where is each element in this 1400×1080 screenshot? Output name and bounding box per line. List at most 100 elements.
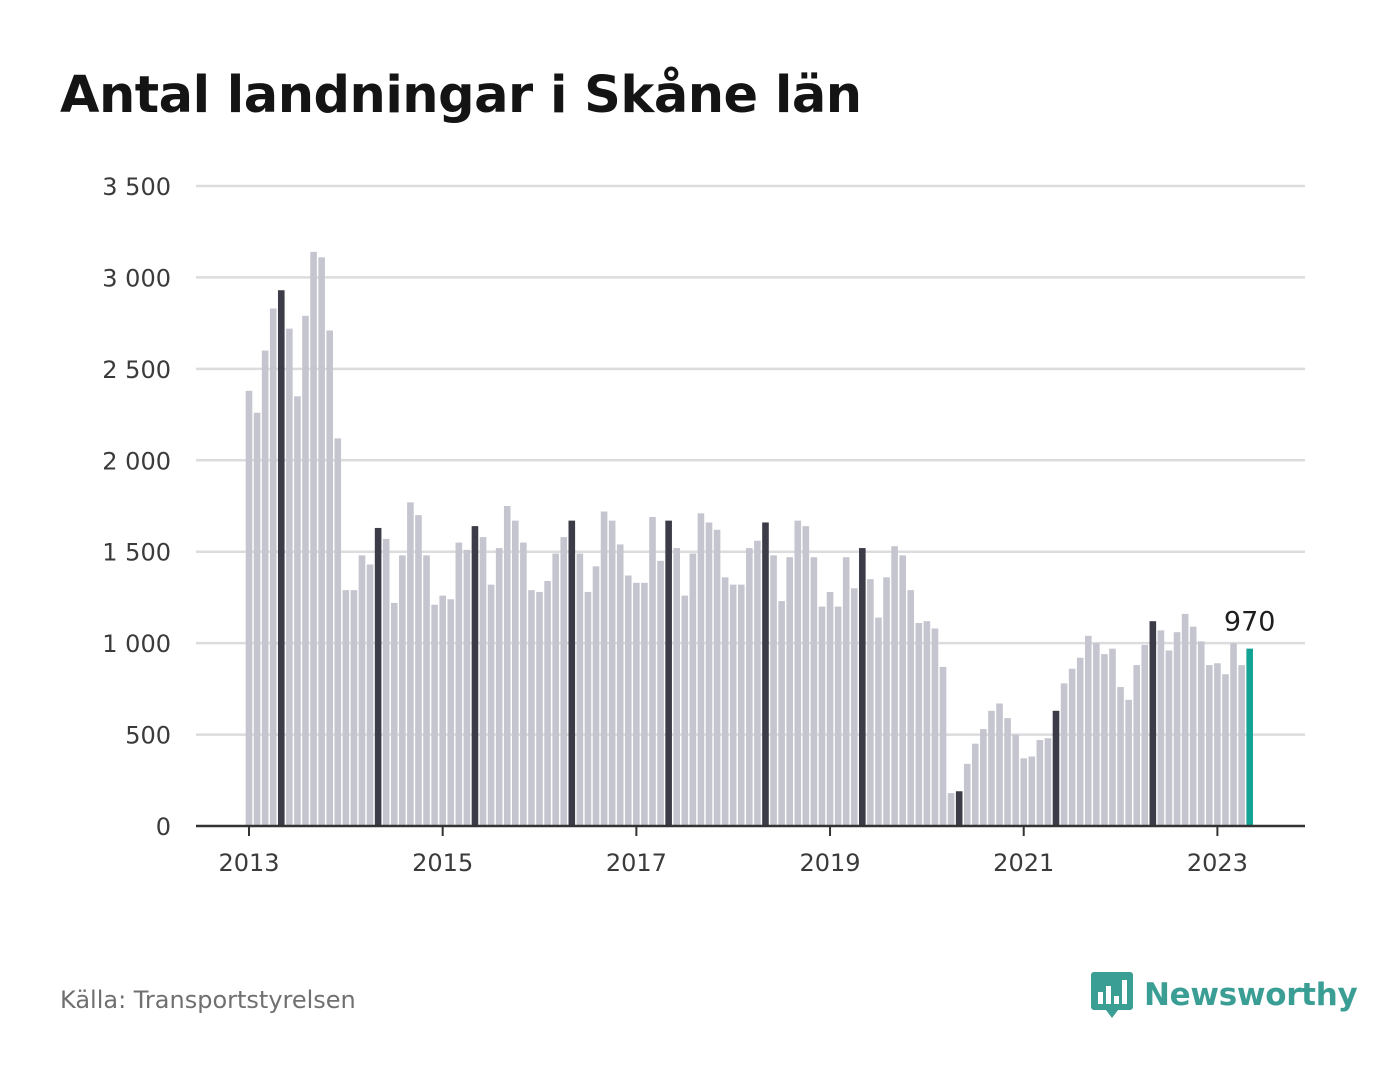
bar [536, 591, 543, 826]
y-tick-label: 0 [156, 813, 171, 841]
bar [786, 557, 793, 826]
bar [568, 520, 576, 826]
bar [1036, 740, 1044, 826]
bar [334, 438, 342, 826]
bar [520, 542, 527, 826]
bar [1101, 654, 1108, 826]
bar [528, 590, 535, 826]
bar [859, 548, 866, 826]
bar [955, 791, 963, 826]
bar [415, 515, 422, 826]
x-tick-label: 2023 [1187, 849, 1248, 877]
bar [374, 527, 382, 826]
bar [1117, 687, 1124, 826]
bar [689, 553, 697, 826]
y-tick-label: 3 000 [102, 264, 171, 292]
bar [471, 526, 479, 826]
bar [1093, 643, 1100, 826]
bar [737, 584, 745, 826]
bar [1206, 665, 1213, 826]
bar [633, 582, 640, 826]
bar [584, 591, 592, 826]
x-tick-label: 2017 [606, 849, 667, 877]
bar [778, 601, 785, 826]
bar-latest [1246, 648, 1253, 826]
bar [891, 546, 898, 826]
source-note: Källa: Transportstyrelsen [60, 986, 356, 1014]
bar [560, 537, 568, 826]
y-tick-label: 3 500 [102, 173, 171, 201]
bar [1012, 734, 1019, 826]
bar [1028, 756, 1036, 826]
y-tick-label: 500 [125, 722, 171, 750]
bar [834, 606, 842, 826]
bar [972, 743, 979, 826]
y-tick-label: 1 000 [102, 630, 171, 658]
bars [245, 251, 1253, 827]
bar [318, 257, 325, 826]
bar [552, 553, 559, 826]
bar [463, 549, 471, 826]
bar [1020, 758, 1028, 826]
bar [600, 511, 608, 826]
brand-logo-group: Newsworthy [1090, 970, 1358, 1020]
bar [326, 330, 333, 826]
bar [261, 350, 269, 826]
bar [697, 513, 705, 826]
bar [867, 579, 874, 826]
bar [963, 763, 971, 826]
bar [1238, 665, 1245, 826]
bar [657, 560, 664, 826]
bar [746, 548, 753, 826]
bar [407, 502, 414, 826]
bar [1189, 626, 1197, 826]
bar [302, 315, 309, 826]
bar [1173, 632, 1181, 826]
y-tick-label: 1 500 [102, 539, 171, 567]
bar [399, 555, 406, 826]
y-tick-label: 2 500 [102, 356, 171, 384]
bar [947, 793, 955, 826]
bar [1157, 630, 1165, 826]
bar [826, 591, 834, 826]
x-axis-labels: 2013 2015 2017 2019 2021 2023 [218, 849, 1247, 877]
bar [875, 617, 882, 826]
bar [850, 588, 858, 826]
bar [1141, 644, 1149, 826]
bar [512, 520, 519, 826]
last-value-label: 970 [1224, 607, 1276, 638]
bar [818, 606, 826, 826]
bar [649, 516, 656, 826]
bar [1230, 643, 1237, 826]
bar [762, 522, 769, 826]
y-axis-labels: 0 500 1 000 1 500 2 000 2 500 3 000 3 500 [102, 173, 171, 841]
bar [1214, 663, 1221, 826]
bar [253, 412, 261, 826]
bar [665, 520, 672, 826]
y-tick-label: 2 000 [102, 447, 171, 475]
bar [1044, 738, 1052, 826]
bar [1197, 641, 1205, 826]
bar [366, 564, 374, 826]
bar [1109, 648, 1116, 826]
bar [431, 604, 438, 826]
bar [810, 557, 818, 826]
bar [681, 595, 689, 826]
newsworthy-logo-icon [1091, 972, 1133, 1018]
bar [423, 555, 430, 826]
bar [624, 575, 632, 826]
bar [1060, 683, 1068, 826]
bar [641, 582, 648, 826]
brand-name: Newsworthy [1144, 977, 1358, 1013]
bar [592, 566, 600, 826]
bar [455, 542, 463, 826]
bar [1068, 668, 1076, 826]
bar [915, 623, 923, 826]
bar [1149, 621, 1157, 826]
bar [1181, 613, 1189, 826]
bar [310, 251, 317, 827]
bar [447, 599, 455, 826]
bar [350, 590, 358, 826]
x-tick-label: 2021 [993, 849, 1054, 877]
